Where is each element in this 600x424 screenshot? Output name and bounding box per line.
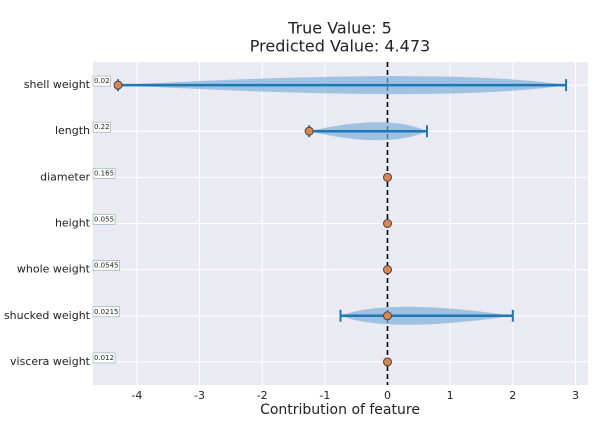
x-tick-label: -3 — [194, 389, 205, 402]
feature-label: viscera weight — [10, 355, 91, 368]
point — [382, 265, 392, 275]
point — [113, 80, 123, 90]
x-tick-label: -1 — [319, 389, 330, 402]
feature-label: diameter — [40, 170, 90, 183]
feature-value-box — [92, 352, 116, 364]
feature-value: 0.0215 — [94, 308, 119, 316]
feature-value-box — [92, 306, 120, 318]
feature-value-box — [92, 214, 116, 225]
chart-subtitle: Predicted Value: 4.473 — [250, 37, 430, 56]
feature-label: whole weight — [17, 263, 91, 276]
point — [382, 311, 392, 321]
feature-value: 0.012 — [94, 354, 114, 362]
feature-value-box — [92, 75, 111, 87]
point — [382, 357, 392, 367]
x-tick-label: -2 — [257, 389, 268, 402]
feature-value-box — [92, 121, 111, 133]
point — [304, 126, 314, 136]
feature-value: 0.0545 — [94, 262, 119, 270]
feature-label: shell weight — [24, 78, 91, 91]
feature-label: length — [55, 124, 90, 137]
feature-value: 0.22 — [94, 123, 110, 131]
x-tick-label: 3 — [572, 389, 579, 402]
chart-title: True Value: 5 — [287, 19, 392, 38]
feature-label: shucked weight — [4, 309, 91, 322]
feature-value: 0.165 — [94, 169, 114, 177]
point — [382, 172, 392, 182]
x-tick-label: 1 — [447, 389, 454, 402]
point — [382, 219, 392, 228]
x-tick-label: -4 — [131, 389, 142, 402]
x-axis-label: Contribution of feature — [260, 402, 420, 418]
feature-value-box — [92, 260, 120, 271]
feature-value-box — [92, 168, 116, 179]
feature-value: 0.055 — [94, 216, 114, 224]
x-tick-label: 0 — [384, 389, 391, 402]
feature-label: height — [55, 217, 91, 230]
feature-value: 0.02 — [94, 77, 110, 85]
x-tick-label: 2 — [509, 389, 516, 402]
